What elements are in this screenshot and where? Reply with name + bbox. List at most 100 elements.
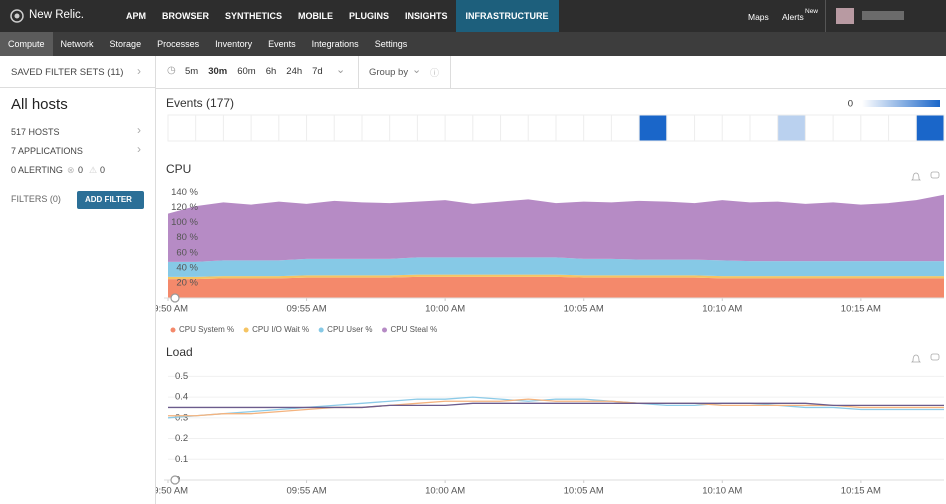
nav-item[interactable]: PLUGINS bbox=[349, 11, 390, 21]
legend-min: 0 bbox=[848, 99, 853, 110]
x-tick-label: 10:05 AM bbox=[564, 304, 604, 315]
chart-icon[interactable] bbox=[930, 353, 940, 361]
chevron[interactable]: ⌄ bbox=[336, 64, 346, 76]
bell-icon[interactable] bbox=[911, 354, 921, 363]
nav-right[interactable]: Maps bbox=[748, 12, 769, 22]
event-cell bbox=[555, 114, 585, 142]
event-cell bbox=[361, 114, 391, 142]
chart-icon[interactable] bbox=[930, 171, 940, 179]
avatar[interactable] bbox=[836, 8, 854, 24]
y-tick-label: 0.1 bbox=[175, 454, 188, 465]
axis-icon bbox=[170, 475, 180, 485]
sidebar: SAVED FILTER SETS (11) › All hosts 517 H… bbox=[0, 56, 156, 504]
nav-right[interactable]: Alerts bbox=[782, 12, 804, 22]
legend-swatch bbox=[318, 327, 324, 333]
y-tick-label: 0.3 bbox=[175, 412, 188, 423]
bell-icon[interactable] bbox=[911, 172, 921, 181]
legend-label: CPU System % bbox=[179, 325, 234, 334]
legend-gradient bbox=[862, 100, 940, 107]
area bbox=[168, 276, 944, 298]
event-cell bbox=[222, 114, 252, 142]
x-tick-label: 10:10 AM bbox=[702, 304, 742, 315]
y-tick-label: 40 % bbox=[176, 262, 198, 273]
warning-icon: ⚠ bbox=[89, 165, 98, 175]
line bbox=[168, 402, 944, 409]
event-cell bbox=[694, 114, 723, 142]
x-tick-label: 09:55 AM bbox=[287, 486, 327, 497]
nav-item[interactable]: BROWSER bbox=[162, 11, 209, 21]
legend-label: CPU Steal % bbox=[391, 325, 438, 334]
help-icon[interactable]: ⓘ bbox=[430, 68, 440, 78]
nav-item[interactable]: APM bbox=[126, 11, 146, 21]
x-tick-label: 09:50 AM bbox=[156, 304, 188, 315]
event-cell bbox=[278, 114, 308, 142]
sub-nav: Compute Network Storage Processes Inventory E… bbox=[0, 32, 946, 56]
event-cell bbox=[195, 114, 224, 142]
chart-title: Events (177) bbox=[166, 96, 234, 110]
event-cell bbox=[500, 114, 529, 142]
divider bbox=[0, 87, 155, 88]
time-range[interactable]: 5m bbox=[185, 66, 199, 77]
time-range[interactable]: 30m bbox=[208, 66, 228, 77]
sub-nav-item[interactable]: Compute bbox=[0, 32, 53, 56]
event-cell bbox=[389, 114, 418, 142]
event-cell bbox=[250, 114, 280, 142]
sub-nav-item[interactable]: Network bbox=[60, 39, 94, 49]
hosts-link[interactable]: 517 HOSTS bbox=[11, 127, 60, 137]
nav-item[interactable]: MOBILE bbox=[298, 11, 334, 21]
time-ranges: 5m 30m 60m 6h 24h 7d bbox=[180, 56, 328, 88]
button-label: ADD FILTER bbox=[85, 195, 132, 204]
y-tick-label: 140 % bbox=[171, 187, 198, 198]
nav-item[interactable]: INFRASTRUCTURE bbox=[455, 0, 559, 32]
charts: Events (177) 0 CPU 20 % 40 % 60 % 80 % 100 % 120… bbox=[156, 96, 945, 497]
add-filter-button[interactable]: ADD FILTER bbox=[77, 191, 144, 209]
x-tick-label: 10:15 AM bbox=[841, 486, 881, 497]
x-tick-label: 10:00 AM bbox=[425, 304, 465, 315]
event-cell bbox=[749, 114, 779, 142]
time-range[interactable]: 24h bbox=[286, 66, 303, 77]
sub-nav-item[interactable]: Storage bbox=[109, 39, 142, 49]
event-cell bbox=[527, 114, 557, 142]
chevron[interactable]: ⌄ bbox=[412, 64, 422, 76]
event-cell bbox=[888, 114, 917, 142]
x-tick-label: 09:50 AM bbox=[156, 486, 188, 497]
chevron: › bbox=[137, 64, 141, 78]
sub-nav-item[interactable]: Processes bbox=[157, 39, 200, 49]
area bbox=[168, 194, 944, 262]
y-tick-label: 20 % bbox=[176, 277, 198, 288]
sub-nav-item[interactable]: Inventory bbox=[215, 39, 253, 49]
y-tick-label: 60 % bbox=[176, 247, 198, 258]
critical-count: 0 bbox=[78, 165, 84, 175]
x-tick-label: 10:15 AM bbox=[841, 304, 881, 315]
chevron: › bbox=[137, 123, 141, 137]
y-tick-label: 0.5 bbox=[175, 371, 188, 382]
sub-nav-item[interactable]: Settings bbox=[374, 39, 408, 49]
event-cell bbox=[583, 114, 612, 142]
event-cell bbox=[638, 114, 668, 142]
area bbox=[168, 274, 944, 280]
x-tick-label: 10:10 AM bbox=[702, 486, 742, 497]
time-range[interactable]: 60m bbox=[237, 66, 256, 77]
sub-nav-item[interactable]: Integrations bbox=[311, 39, 359, 49]
brand[interactable]: New Relic. bbox=[29, 9, 84, 21]
apps-link[interactable]: 7 APPLICATIONS bbox=[11, 146, 83, 156]
time-range[interactable]: 7d bbox=[312, 66, 323, 77]
x-tick-label: 10:00 AM bbox=[425, 486, 465, 497]
line bbox=[168, 398, 944, 417]
saved-filters[interactable]: SAVED FILTER SETS (11) bbox=[11, 67, 124, 78]
warning-count: 0 bbox=[100, 165, 106, 175]
group-by[interactable]: Group by bbox=[369, 67, 409, 78]
filters-label: FILTERS (0) bbox=[11, 194, 61, 204]
event-cell bbox=[804, 114, 834, 142]
nav-item[interactable]: SYNTHETICS bbox=[225, 11, 283, 21]
username[interactable] bbox=[862, 11, 904, 20]
event-cell bbox=[915, 114, 945, 142]
event-cell bbox=[416, 114, 446, 142]
divider bbox=[825, 0, 826, 32]
badge: New bbox=[805, 8, 819, 15]
nav-item[interactable]: INSIGHTS bbox=[405, 11, 448, 21]
chart-title: CPU bbox=[166, 162, 191, 176]
time-range[interactable]: 6h bbox=[265, 66, 277, 77]
sub-nav-item[interactable]: Events bbox=[268, 39, 296, 49]
